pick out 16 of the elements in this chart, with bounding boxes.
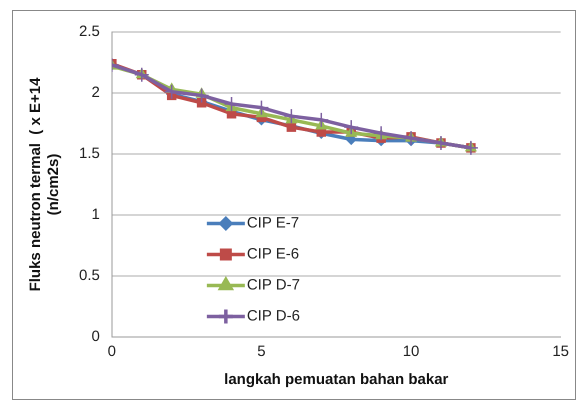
y-tick-label: 2.5 xyxy=(78,23,100,40)
x-tick-label: 10 xyxy=(402,343,420,360)
y-tick-label: 1 xyxy=(92,206,100,224)
y-axis-title: Fluks neutron termal ( x E+14 (n/cm2s) xyxy=(27,76,62,292)
y-tick-label: 2 xyxy=(92,84,100,102)
y-tick-label: 1.5 xyxy=(78,145,100,162)
legend-label: CIP D-7 xyxy=(246,276,300,294)
x-tick-label: 0 xyxy=(108,343,116,360)
legend-label: CIP D-6 xyxy=(246,308,300,325)
legend-label: CIP E-6 xyxy=(246,246,300,263)
y-tick-label: 0.5 xyxy=(78,267,100,284)
legend-label: CIP E-7 xyxy=(246,214,300,232)
x-axis-title: langkah pemuatan bahan bakar xyxy=(224,371,449,388)
x-tick-label: 5 xyxy=(257,343,266,360)
y-tick-label: 0 xyxy=(92,328,100,346)
x-tick-label: 15 xyxy=(552,343,569,360)
